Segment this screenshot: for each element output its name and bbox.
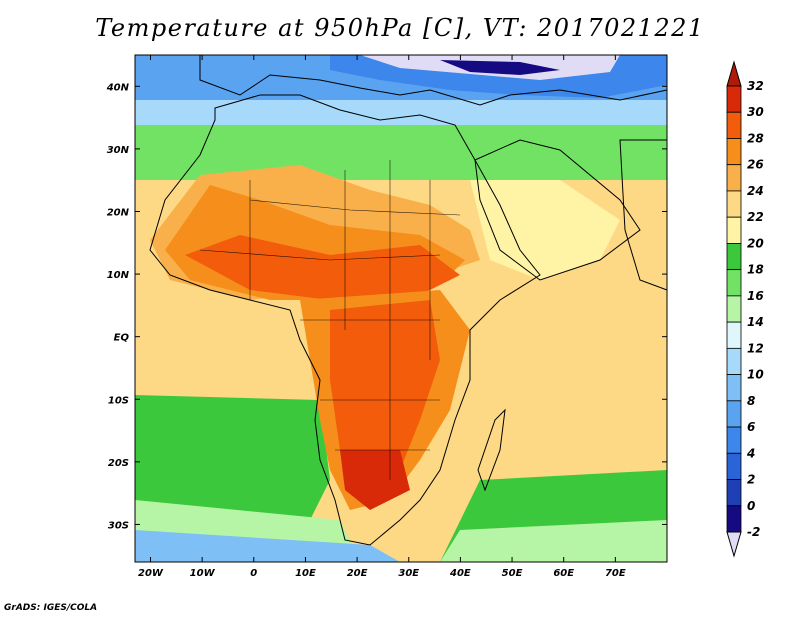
border-sahel: [199, 249, 441, 261]
field-central-hottest: [330, 300, 440, 490]
colorbar-level-label: 2: [747, 473, 755, 487]
colorbar-level-label: 10: [747, 368, 764, 382]
lon-tick-label: 60E: [553, 568, 574, 579]
colorbar-level-label: 20: [747, 236, 764, 250]
lon-tick-label: 20E: [347, 568, 368, 579]
colorbar-swatch: [726, 138, 742, 166]
map-coastlines: [149, 55, 668, 546]
colorbar-min-arrow: [726, 531, 742, 558]
lat-tick-label: 10S: [108, 395, 129, 406]
lat-tick-label: 20N: [107, 207, 130, 218]
map-frame: [134, 54, 668, 563]
madagascar-outline: [477, 408, 506, 492]
field-south-atlantic: [135, 395, 330, 540]
lat-tick-label: EQ: [114, 333, 130, 344]
longitude-axis: 20W 10W 0 10E 20E 30E 40E 50E 60E 70E: [138, 55, 626, 579]
colorbar-level-label: 8: [747, 394, 755, 408]
field-atlantic-warm: [135, 280, 330, 400]
colorbar-level-label: 22: [747, 210, 764, 224]
colorbar-level-label: -2: [747, 525, 760, 539]
colorbar-level-label: 12: [747, 341, 764, 355]
arabia-outline: [474, 139, 641, 281]
colorbar-swatch: [726, 426, 742, 454]
lat-tick-label: 30N: [107, 145, 130, 156]
lon-tick-label: 30E: [398, 568, 419, 579]
colorbar-level-label: 30: [747, 105, 764, 119]
lon-tick-label: 10W: [190, 568, 216, 579]
colorbar-level-label: 24: [747, 184, 764, 198]
border-north: [249, 199, 461, 216]
field-arabia: [470, 180, 620, 280]
colorbar-swatch: [726, 400, 742, 428]
map-title: Temperature at 950hPa [C], VT: 201702122…: [95, 14, 705, 42]
africa-outline: [149, 94, 541, 546]
colorbar-swatch: [726, 374, 742, 402]
field-south-indian-cool: [440, 520, 667, 562]
colorbar-swatch: [726, 321, 742, 349]
colorbar-max-arrow: [726, 60, 742, 87]
field-sahel-hottest: [185, 235, 460, 305]
lat-tick-label: 10N: [107, 270, 130, 281]
lat-tick-label: 30S: [108, 520, 129, 531]
grads-credit: GrADS: IGES/COLA: [4, 603, 98, 613]
country-borders: [199, 160, 461, 480]
lon-tick-label: 0: [250, 568, 257, 579]
temperature-field: [135, 55, 667, 562]
colorbar-swatch: [726, 269, 742, 297]
india-outline: [619, 139, 668, 291]
colorbar-level-label: 0: [747, 499, 755, 513]
field-coldest: [440, 60, 560, 75]
lon-tick-label: 50E: [502, 568, 523, 579]
colorbar-level-label: 14: [747, 315, 764, 329]
lon-tick-label: 40E: [449, 568, 471, 579]
colorbar-swatch: [726, 452, 742, 480]
lon-tick-label: 20W: [138, 568, 164, 579]
colorbar-level-label: 18: [747, 263, 764, 277]
field-kalahari: [340, 450, 410, 510]
colorbar-swatch: [726, 347, 742, 375]
europe-coast: [199, 55, 668, 106]
lat-tick-label: 20S: [108, 458, 129, 469]
colorbar-level-label: 4: [746, 446, 755, 460]
field-south-cold-2: [135, 530, 400, 562]
colorbar-level-label: 28: [747, 131, 764, 145]
lat-tick-label: 40N: [106, 82, 130, 93]
colorbar-swatch: [726, 216, 742, 244]
lon-tick-label: 70E: [605, 568, 626, 579]
colorbar-swatch: [726, 164, 742, 192]
colorbar-level-label: 16: [747, 289, 764, 303]
latitude-axis: 40N 30N 20N 10N EQ 10S 20S 30S: [106, 82, 667, 531]
colorbar-level-label: 26: [747, 158, 764, 172]
colorbar-swatch: [726, 243, 742, 271]
colorbar-swatch: [726, 85, 742, 113]
colorbar-level-label: 32: [747, 79, 764, 93]
lon-tick-label: 10E: [295, 568, 316, 579]
colorbar-swatch: [726, 479, 742, 507]
colorbar-swatch: [726, 295, 742, 323]
colorbar-level-label: 6: [747, 420, 755, 434]
colorbar-swatch: [726, 190, 742, 218]
colorbar-swatch: [726, 111, 742, 139]
colorbar-swatch: [726, 505, 742, 533]
